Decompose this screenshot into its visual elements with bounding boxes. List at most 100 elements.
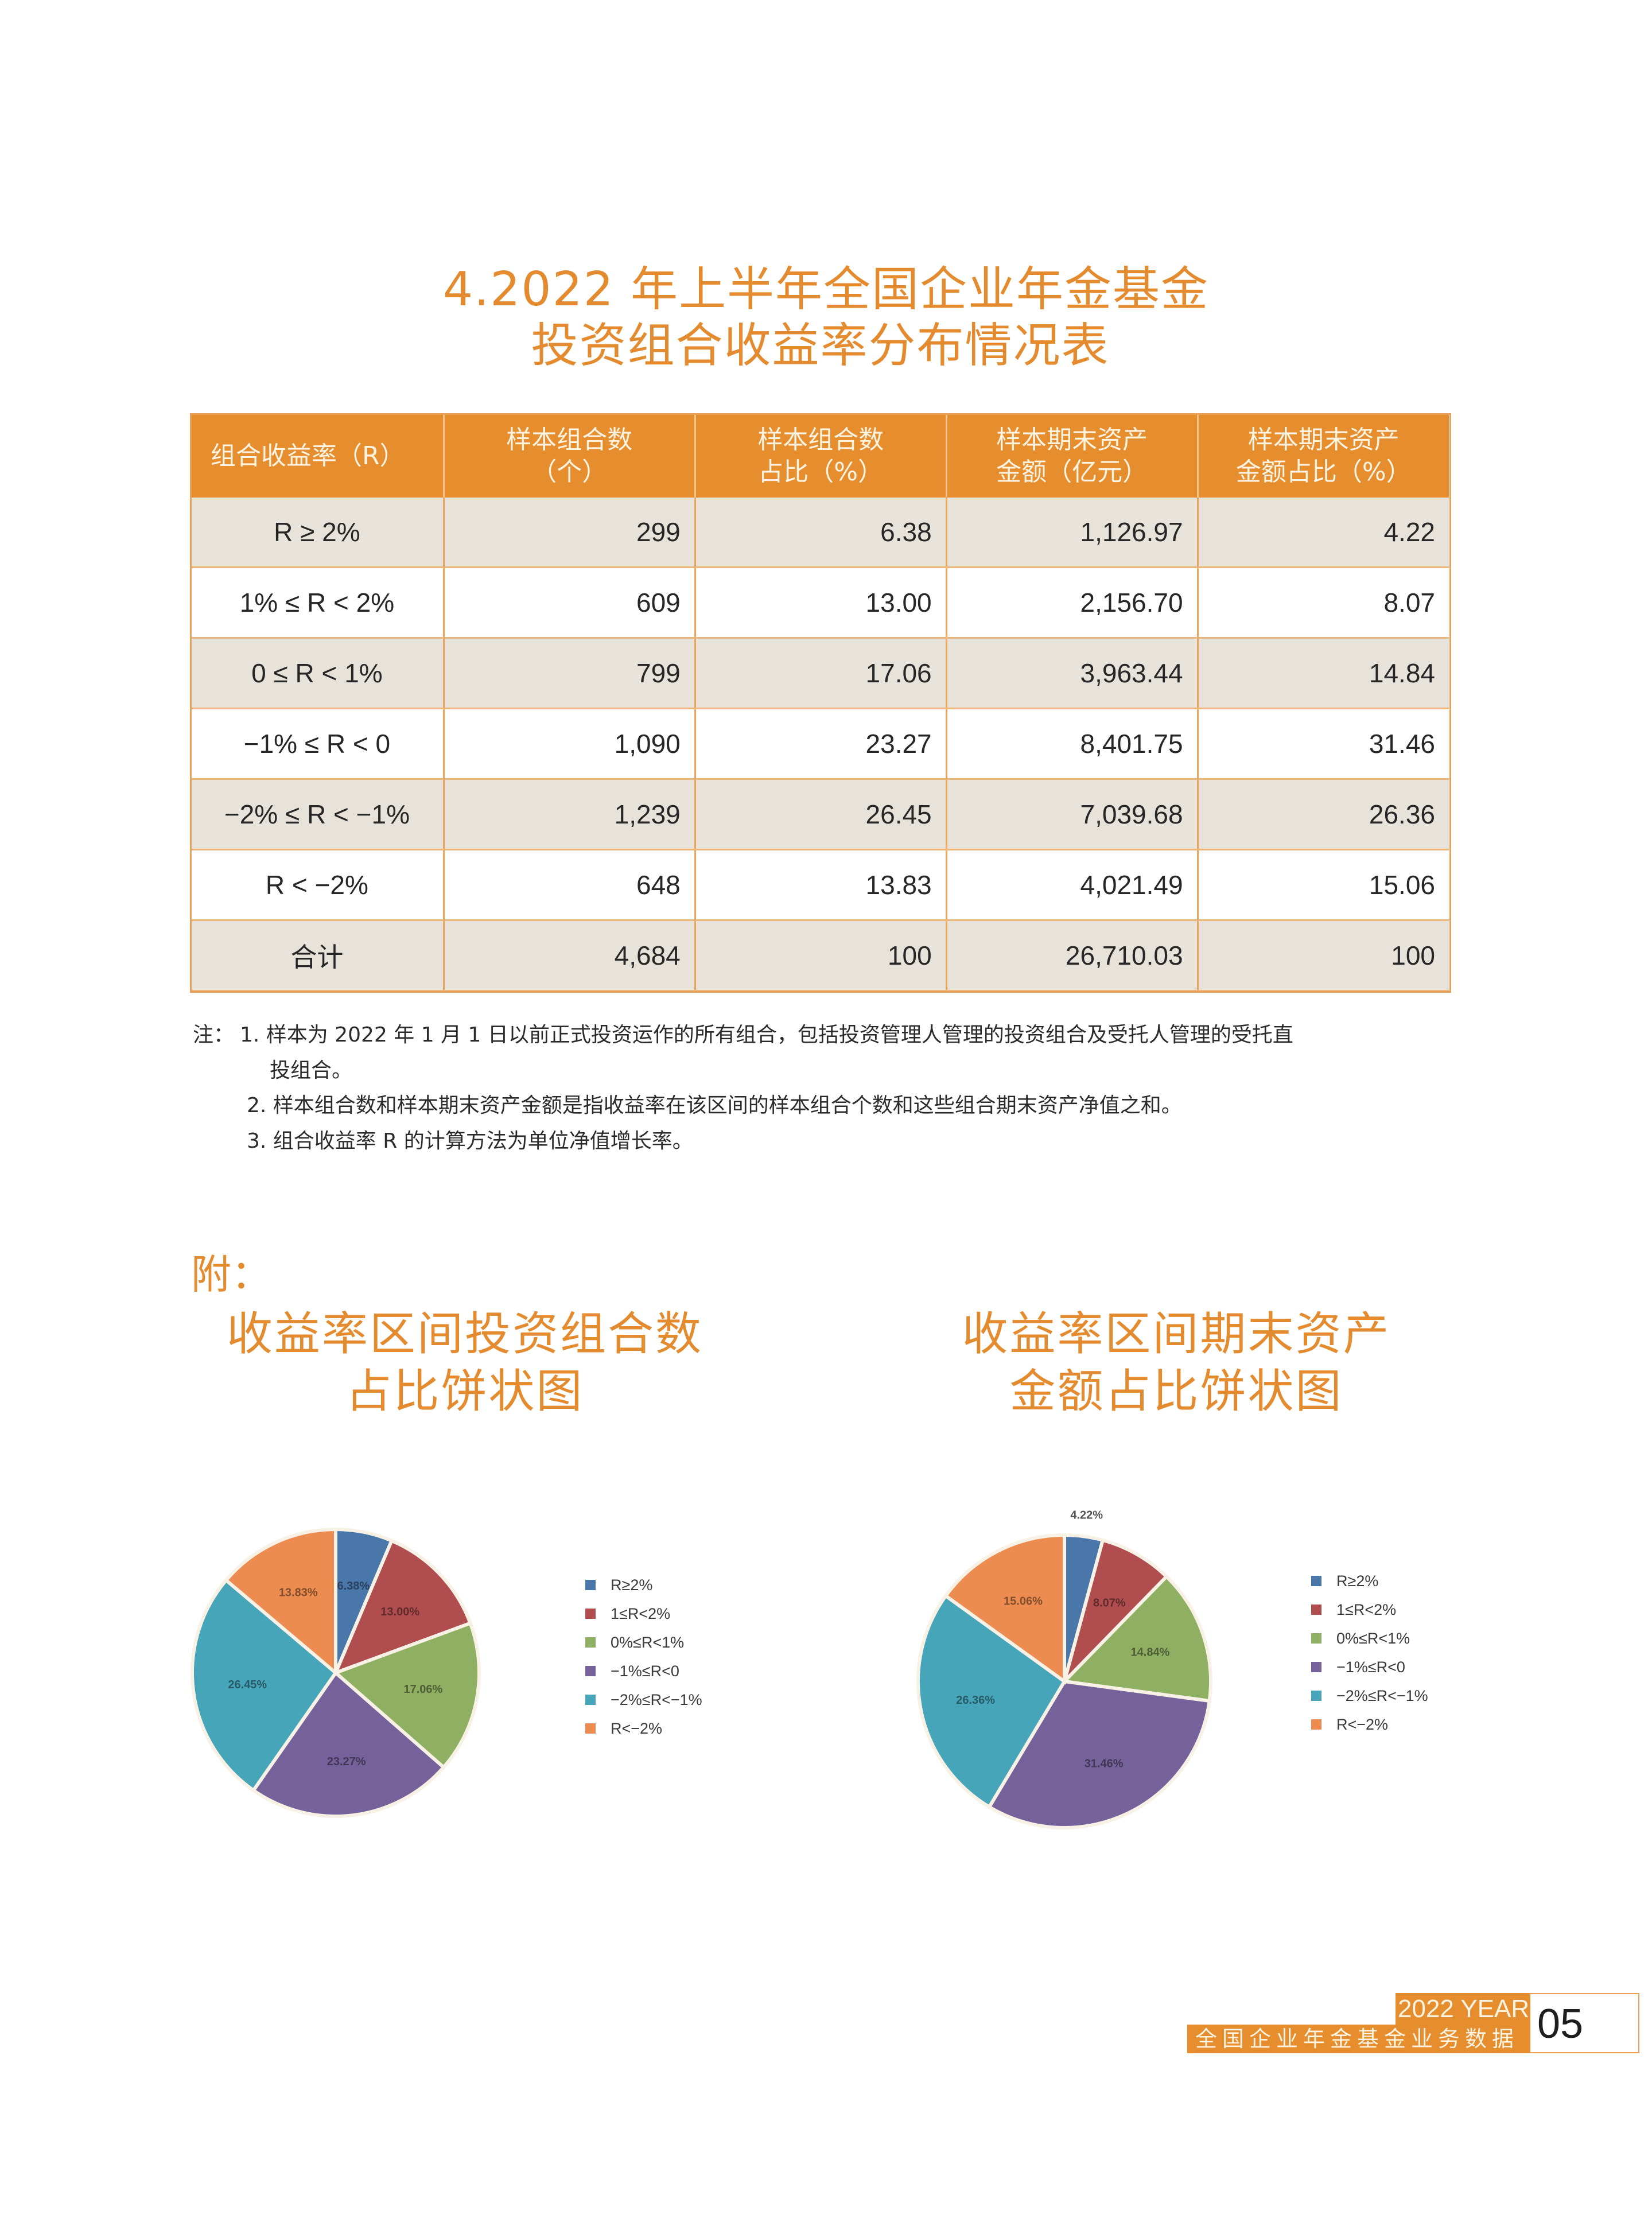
cell-range: 合计 — [191, 920, 445, 992]
assets-pie-legend: R≥2% 1≤R<2% 0%≤R<1% −1%≤R<0 −2%≤R<−1% R<−2% — [1311, 1567, 1428, 1739]
cell-assets: 7,039.68 — [946, 779, 1199, 850]
pie-slice-label: 6.38% — [337, 1580, 370, 1592]
cell-assets-pct: 31.46 — [1198, 708, 1449, 780]
count-pie-legend: R≥2% 1≤R<2% 0%≤R<1% −1%≤R<0 −2%≤R<−1% R<−2% — [585, 1571, 702, 1743]
pie-slice — [1061, 1538, 1169, 1688]
pie-slice-label: 13.83% — [279, 1586, 318, 1599]
legend-swatch-icon — [585, 1666, 596, 1676]
table-row: 1% ≤ R < 2% 609 13.00 2,156.70 8.07 — [191, 567, 1449, 639]
cell-count-pct: 13.00 — [695, 567, 947, 639]
cell-count: 1,239 — [444, 779, 696, 850]
cell-assets-pct: 4.22 — [1198, 498, 1449, 568]
cell-range: 1% ≤ R < 2% — [191, 567, 445, 639]
table-total-row: 合计 4,684 100 26,710.03 100 — [191, 920, 1449, 992]
header-sample-count-pct: 样本组合数 占比（%） — [695, 414, 947, 498]
legend-item: R≥2% — [1311, 1567, 1428, 1595]
pie-slice-label: 13.00% — [380, 1606, 419, 1618]
page-title-line1: 4.2022 年上半年全国企业年金基金 — [443, 262, 1209, 317]
cell-count-pct: 13.83 — [695, 849, 947, 921]
cell-count-pct: 23.27 — [695, 708, 947, 780]
cell-range: 0 ≤ R < 1% — [191, 638, 445, 709]
table-row: 0 ≤ R < 1% 799 17.06 3,963.44 14.84 — [191, 638, 1449, 709]
legend-item: 0%≤R<1% — [1311, 1624, 1428, 1653]
pie-slice-label: 8.07% — [1093, 1597, 1126, 1610]
cell-range: R < −2% — [191, 849, 445, 921]
pie-slice — [332, 1621, 481, 1770]
legend-item: 1≤R<2% — [585, 1599, 702, 1628]
cell-assets-pct: 100 — [1198, 920, 1449, 992]
page-number: 05 — [1530, 1993, 1639, 2053]
pie-slice-label: 26.45% — [228, 1679, 267, 1691]
pie-slice — [191, 1578, 339, 1793]
pie-slice — [251, 1670, 446, 1818]
table-row: −2% ≤ R < −1% 1,239 26.45 7,039.68 26.36 — [191, 779, 1449, 850]
legend-item: −1%≤R<0 — [585, 1657, 702, 1685]
cell-range: −2% ≤ R < −1% — [191, 779, 445, 850]
cell-assets-pct: 8.07 — [1198, 567, 1449, 639]
cell-assets: 26,710.03 — [946, 920, 1199, 992]
cell-assets: 2,156.70 — [946, 567, 1199, 639]
legend-item: R<−2% — [1311, 1710, 1428, 1739]
cell-count: 4,684 — [444, 920, 696, 992]
legend-label: R≥2% — [1336, 1572, 1379, 1590]
legend-swatch-icon — [1311, 1576, 1321, 1586]
assets-pie-chart: 4.22% 8.07% 14.84% 31.46% 26.36% 15.06% — [916, 1509, 1212, 1829]
note-1-continued: 投组合。 — [270, 1059, 353, 1082]
pie-slice — [1060, 1574, 1212, 1703]
header-assets: 样本期末资产 金额（亿元） — [946, 414, 1199, 498]
legend-item: R≥2% — [585, 1571, 702, 1599]
legend-label: 1≤R<2% — [1336, 1600, 1397, 1618]
header-return-rate: 组合收益率（R） — [191, 414, 445, 498]
cell-count: 299 — [444, 498, 696, 568]
legend-item: −2%≤R<−1% — [585, 1685, 702, 1714]
cell-range: R ≥ 2% — [191, 498, 445, 568]
count-pie-title: 收益率区间投资组合数 占比饼状图 — [227, 1307, 703, 1418]
legend-label: −1%≤R<0 — [611, 1662, 679, 1680]
legend-label: 0%≤R<1% — [1336, 1629, 1410, 1647]
notes-prefix: 注： — [193, 1023, 235, 1047]
pie-slice — [332, 1538, 473, 1676]
table-header-row: 组合收益率（R） 样本组合数 （个） 样本组合数 占比（%） 样本期末资产 金额（亿元… — [191, 414, 1449, 498]
legend-item: −2%≤R<−1% — [1311, 1681, 1428, 1710]
note-2: 2. 样本组合数和样本期末资产金额是指收益率在该区间的样本组合个数和这些组合期末… — [247, 1094, 1182, 1117]
table-row: R < −2% 648 13.83 4,021.49 15.06 — [191, 849, 1449, 921]
header-assets-pct: 样本期末资产 金额占比（%） — [1198, 414, 1449, 498]
pie-slice-label: 15.06% — [1004, 1595, 1043, 1607]
pie-slice-label: 4.22% — [1070, 1509, 1103, 1522]
note-3: 3. 组合收益率 R 的计算方法为单位净值增长率。 — [247, 1129, 693, 1153]
legend-swatch-icon — [1311, 1633, 1321, 1644]
legend-label: R<−2% — [1336, 1715, 1389, 1733]
cell-count-pct: 100 — [695, 920, 947, 992]
legend-item: 0%≤R<1% — [585, 1628, 702, 1657]
pie-slice — [223, 1527, 337, 1677]
legend-swatch-icon — [1311, 1719, 1321, 1730]
footer-subtitle: 全国企业年金基金业务数据 — [1187, 2025, 1530, 2053]
legend-label: −2%≤R<−1% — [1336, 1687, 1428, 1704]
legend-item: R<−2% — [585, 1714, 702, 1743]
cell-count: 1,090 — [444, 708, 696, 780]
legend-swatch-icon — [1311, 1662, 1321, 1672]
cell-count: 609 — [444, 567, 696, 639]
cell-range: −1% ≤ R < 0 — [191, 708, 445, 780]
legend-swatch-icon — [1311, 1691, 1321, 1701]
legend-swatch-icon — [1311, 1605, 1321, 1615]
assets-pie-title: 收益率区间期末资产 金额占比饼状图 — [962, 1307, 1391, 1418]
cell-assets-pct: 26.36 — [1198, 779, 1449, 850]
cell-assets: 8,401.75 — [946, 708, 1199, 780]
header-sample-count: 样本组合数 （个） — [444, 414, 696, 498]
cell-assets-pct: 14.84 — [1198, 638, 1449, 709]
legend-swatch-icon — [585, 1637, 596, 1648]
pie-slice-label: 26.36% — [956, 1694, 995, 1707]
page-title-line2: 投资组合收益率分布情况表 — [531, 318, 1110, 373]
legend-swatch-icon — [585, 1609, 596, 1619]
legend-label: R≥2% — [611, 1576, 653, 1594]
cell-assets: 4,021.49 — [946, 849, 1199, 921]
table-row: −1% ≤ R < 0 1,090 23.27 8,401.75 31.46 — [191, 708, 1449, 780]
pie-slice — [916, 1593, 1067, 1809]
cell-count: 799 — [444, 638, 696, 709]
legend-swatch-icon — [585, 1723, 596, 1734]
footer-year: 2022 YEAR — [1396, 1993, 1530, 2025]
legend-label: R<−2% — [611, 1719, 663, 1737]
legend-label: 1≤R<2% — [611, 1605, 671, 1622]
legend-item: 1≤R<2% — [1311, 1595, 1428, 1624]
